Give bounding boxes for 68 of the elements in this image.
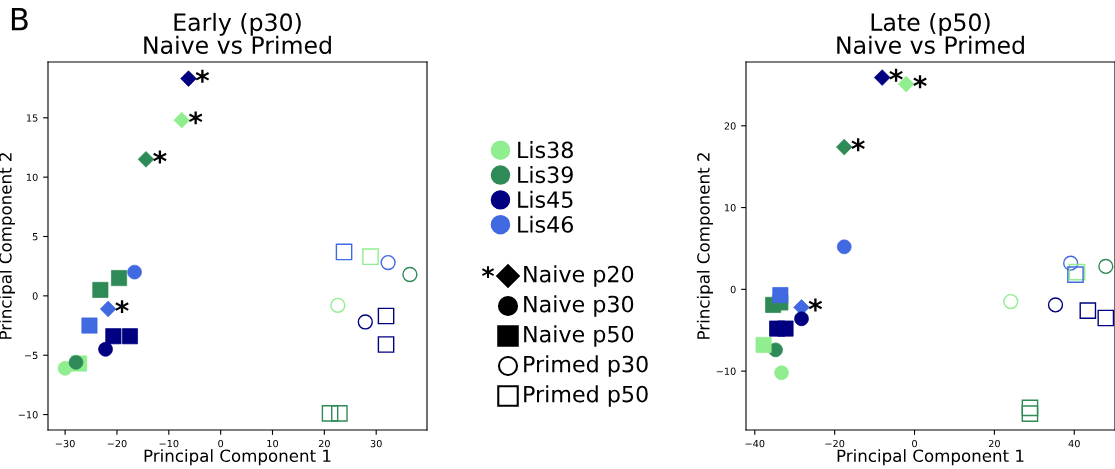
point [1079,302,1097,319]
text: Primed p50 [524,385,648,407]
x-tick-label: 20 [988,439,1000,448]
y-tick-label: 20 [724,122,736,130]
y-tick-label: 15 [26,114,38,122]
x-tick-label: 0 [218,439,224,448]
point [1021,405,1039,422]
y-tick-label: 10 [724,204,736,212]
annotation: * [889,68,903,82]
y-axis-title: Principal Component 2 [696,153,713,339]
annotation: * [195,69,210,83]
point [362,248,379,266]
legend-label: Lis38 [518,141,573,159]
y-tick-label: −10 [18,411,38,419]
annotation: * [851,138,865,152]
y-tick-label: 0 [32,292,38,300]
point [331,405,348,422]
text: * [481,266,495,278]
x-tick-label: 30 [370,439,382,448]
y-tick-label: 0 [730,285,736,294]
point [330,297,346,313]
x-tick-label: 0 [912,439,917,448]
text: Primed p30 [524,355,648,377]
x-tick-label: 40 [1068,439,1080,448]
point [1098,258,1114,275]
point [1097,309,1115,327]
x-tick-label: −10 [159,439,179,448]
x-tick-label: −20 [825,439,845,448]
point [92,281,109,298]
point [1047,297,1064,313]
legend-label: Lis39 [518,165,573,184]
point [380,254,396,271]
legend-label: Lis45 [518,190,573,208]
point [357,314,373,330]
x-axis-title: Principal Component 1 [837,449,1024,466]
text: Naive p30 [524,295,634,317]
x-tick-label: −20 [107,439,127,448]
text: Naive p20 [524,265,634,287]
point [1003,293,1019,310]
x-axis-title: Principal Component 1 [144,449,331,466]
annotation: * [153,150,167,164]
x-tick-label: −30 [55,439,75,448]
point [121,328,138,345]
point [1021,399,1039,417]
y-tick-label: 5 [32,233,38,241]
annotation: * [115,300,129,314]
y-tick-label: 10 [26,173,38,181]
x-tick-label: 10 [267,439,279,448]
point [377,307,395,325]
point [873,69,891,86]
point [1063,255,1079,271]
point [321,405,339,422]
point [402,266,418,283]
text: B [11,7,28,31]
x-tick-label: −40 [745,439,765,448]
text: Naive p50 [524,325,634,347]
point [377,336,395,353]
x-tick-label: 20 [318,439,330,448]
legend-label: Lis46 [518,215,574,233]
annotation: * [188,111,203,125]
annotation: * [808,298,823,312]
chart-title: Late (p50) Naive vs Primed [837,12,1024,54]
chart-title: Early (p30) Naive vs Primed [144,12,331,54]
point [335,243,353,261]
y-tick-label: −10 [716,367,736,375]
y-tick-label: −5 [24,351,38,360]
annotation: * [913,75,927,89]
point [772,287,789,304]
